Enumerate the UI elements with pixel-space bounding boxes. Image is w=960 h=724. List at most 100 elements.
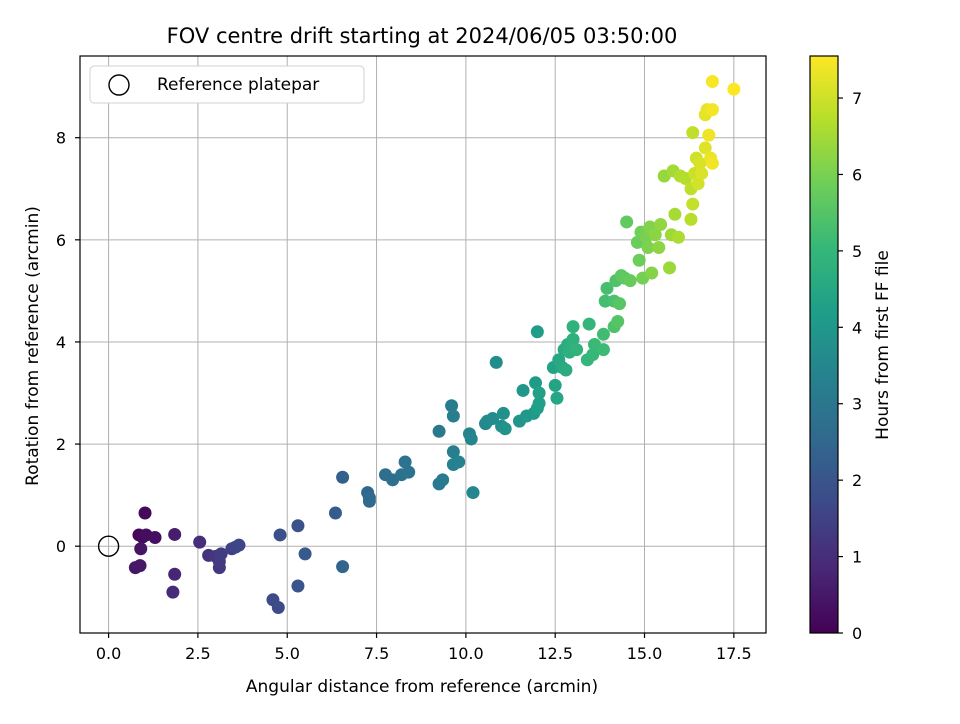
data-point: [452, 455, 466, 469]
data-point: [705, 103, 719, 117]
data-point: [566, 332, 580, 346]
colorbar-tick-label: 0: [852, 624, 862, 643]
data-point: [548, 378, 562, 392]
data-point: [611, 315, 625, 329]
data-point: [436, 473, 450, 487]
data-point: [402, 465, 416, 479]
data-point: [684, 212, 698, 226]
legend: Reference platepar: [89, 65, 365, 104]
legend-label: Reference platepar: [157, 75, 319, 95]
x-tick-label: 17.5: [716, 644, 752, 663]
colorbar-frame: [809, 55, 839, 634]
data-point: [362, 491, 376, 505]
data-point: [691, 177, 705, 191]
data-point: [620, 215, 634, 229]
data-point: [532, 396, 546, 410]
data-point: [652, 240, 666, 254]
data-point: [648, 228, 662, 242]
data-point: [336, 470, 350, 484]
data-point: [529, 376, 543, 390]
colorbar-tick-label: 6: [852, 165, 862, 184]
data-point: [596, 343, 610, 357]
data-point: [486, 412, 500, 426]
gridlines: [80, 56, 766, 633]
colorbar-tick-label: 4: [852, 318, 862, 337]
data-points: [97, 75, 741, 614]
colorbar-tick-label: 1: [852, 548, 862, 567]
data-point: [446, 445, 460, 459]
data-point: [134, 542, 148, 556]
x-tick-label: 2.5: [185, 644, 210, 663]
data-point: [445, 399, 459, 413]
data-point: [693, 156, 707, 170]
data-point: [498, 422, 512, 436]
data-point: [654, 218, 668, 232]
data-point: [727, 82, 741, 96]
data-point: [559, 363, 573, 377]
data-point: [623, 274, 637, 288]
data-point: [398, 455, 412, 469]
data-point: [698, 141, 712, 155]
data-point: [271, 600, 285, 614]
y-tick-label: 2: [56, 435, 66, 454]
data-point: [446, 409, 460, 423]
x-tick-label: 10.0: [448, 644, 484, 663]
data-point: [432, 424, 446, 438]
data-point: [663, 261, 677, 275]
data-point: [232, 538, 246, 552]
y-tick-label: 0: [56, 537, 66, 556]
data-point: [133, 559, 147, 573]
data-point: [570, 343, 584, 357]
x-tick-label: 12.5: [537, 644, 573, 663]
plot-frame: [79, 55, 767, 634]
data-point: [193, 535, 207, 549]
data-point: [671, 230, 685, 244]
chart-title: FOV centre drift starting at 2024/06/05 …: [167, 24, 678, 48]
colorbar-tick-label: 2: [852, 471, 862, 490]
data-point: [148, 531, 162, 545]
y-tick-label: 4: [56, 333, 66, 352]
data-point: [582, 317, 596, 331]
y-tick-label: 6: [56, 231, 66, 250]
data-point: [705, 156, 719, 170]
data-point: [336, 560, 350, 574]
data-point: [686, 126, 700, 140]
legend-marker-open-circle: [108, 74, 130, 96]
data-point: [632, 253, 646, 267]
data-point: [291, 579, 305, 593]
x-tick-label: 0.0: [96, 644, 121, 663]
colorbar-label: Hours from first FF file: [873, 250, 893, 440]
data-point: [532, 386, 546, 400]
colorbar-gradient: [810, 56, 838, 633]
data-point: [600, 281, 614, 295]
data-point: [596, 327, 610, 341]
data-point: [516, 383, 530, 397]
data-point: [668, 207, 682, 221]
data-point: [705, 75, 719, 89]
data-point: [328, 506, 342, 520]
data-point: [464, 432, 478, 446]
data-point: [566, 320, 580, 334]
data-point: [598, 294, 612, 308]
data-point: [291, 519, 305, 533]
colorbar: 0 1 2 3 4 5 6 7: [809, 55, 862, 643]
data-point: [214, 547, 228, 561]
x-tick-label: 7.5: [364, 644, 389, 663]
x-tick-label: 15.0: [627, 644, 663, 663]
data-point: [168, 567, 182, 581]
data-point: [489, 355, 503, 369]
data-point: [273, 528, 287, 542]
data-point: [298, 547, 312, 561]
legend-box: [89, 65, 365, 104]
reference-point-marker: [97, 535, 120, 557]
data-point: [530, 325, 544, 339]
data-point: [613, 297, 627, 311]
data-point: [702, 128, 716, 142]
data-point: [645, 266, 659, 280]
data-point: [138, 506, 152, 520]
axes: 0.0 2.5 5.0 7.5 10.0 12.5 15.0 17.5 0 2 4 6 8: [56, 55, 767, 663]
data-point: [686, 197, 700, 211]
data-point: [695, 166, 709, 180]
data-point: [586, 348, 600, 362]
